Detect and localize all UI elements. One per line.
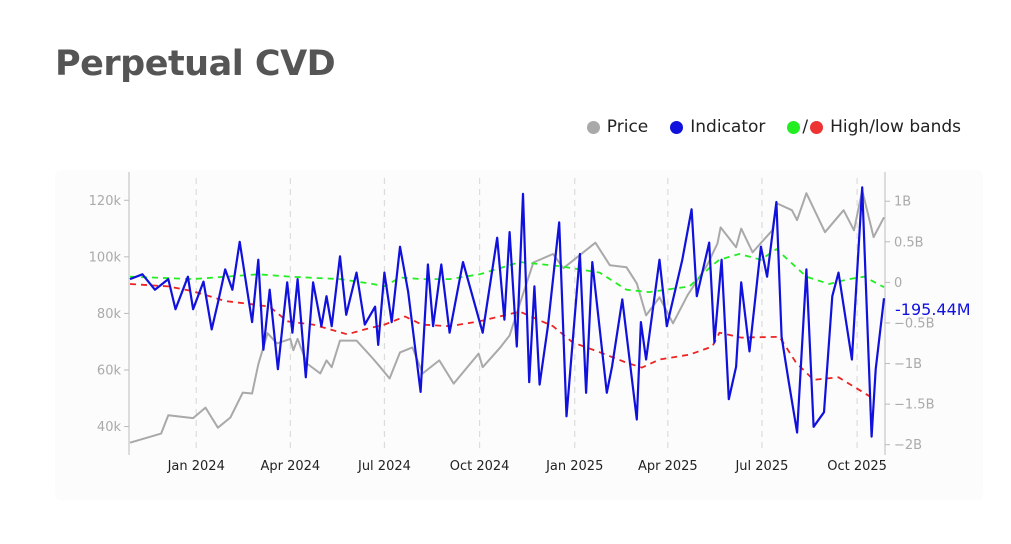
right-tick-label: 0 bbox=[894, 276, 902, 291]
legend-item-bands[interactable]: / High/low bands bbox=[787, 117, 961, 137]
legend-label-price: Price bbox=[606, 117, 649, 137]
high-band-dot-icon bbox=[787, 120, 801, 134]
right-tick-label: −1.5B bbox=[894, 398, 935, 413]
chart-card bbox=[55, 170, 983, 500]
left-tick-label: 80k bbox=[97, 307, 122, 322]
x-tick-label: Jan 2025 bbox=[545, 459, 603, 474]
page-title: Perpetual CVD bbox=[55, 44, 336, 84]
right-tick-label: 0.5B bbox=[894, 235, 924, 250]
x-tick-label: Jul 2025 bbox=[734, 459, 788, 474]
legend: Price Indicator / High/low bands bbox=[586, 117, 961, 137]
right-tick-label: −1B bbox=[894, 357, 922, 372]
left-tick-label: 100k bbox=[89, 250, 122, 265]
legend-separator: / bbox=[802, 117, 809, 137]
indicator-line bbox=[129, 186, 886, 438]
price-line bbox=[129, 189, 885, 444]
right-tick-label: −2B bbox=[894, 438, 922, 453]
legend-item-price[interactable]: Price bbox=[586, 117, 649, 137]
x-tick-label: Apr 2024 bbox=[260, 459, 320, 474]
left-tick-label: 120k bbox=[89, 194, 122, 209]
last-value-label: -195.44M bbox=[895, 300, 971, 319]
right-tick-label: 1B bbox=[894, 195, 911, 210]
x-tick-label: Apr 2025 bbox=[638, 459, 698, 474]
legend-item-indicator[interactable]: Indicator bbox=[670, 117, 765, 137]
legend-label-bands: High/low bands bbox=[830, 117, 961, 137]
high-band-line bbox=[129, 248, 885, 293]
left-tick-label: 40k bbox=[97, 420, 122, 435]
low-band-line bbox=[129, 283, 871, 398]
x-tick-label: Jul 2024 bbox=[357, 459, 411, 474]
right-tick-label: −0.5B bbox=[894, 316, 935, 331]
price-dot-icon bbox=[586, 120, 600, 134]
left-tick-label: 60k bbox=[97, 363, 122, 378]
x-tick-label: Oct 2025 bbox=[827, 459, 887, 474]
legend-label-indicator: Indicator bbox=[690, 117, 766, 137]
x-tick-label: Jan 2024 bbox=[167, 459, 225, 474]
x-tick-label: Oct 2024 bbox=[450, 459, 510, 474]
low-band-dot-icon bbox=[810, 120, 824, 134]
indicator-dot-icon bbox=[670, 120, 684, 134]
